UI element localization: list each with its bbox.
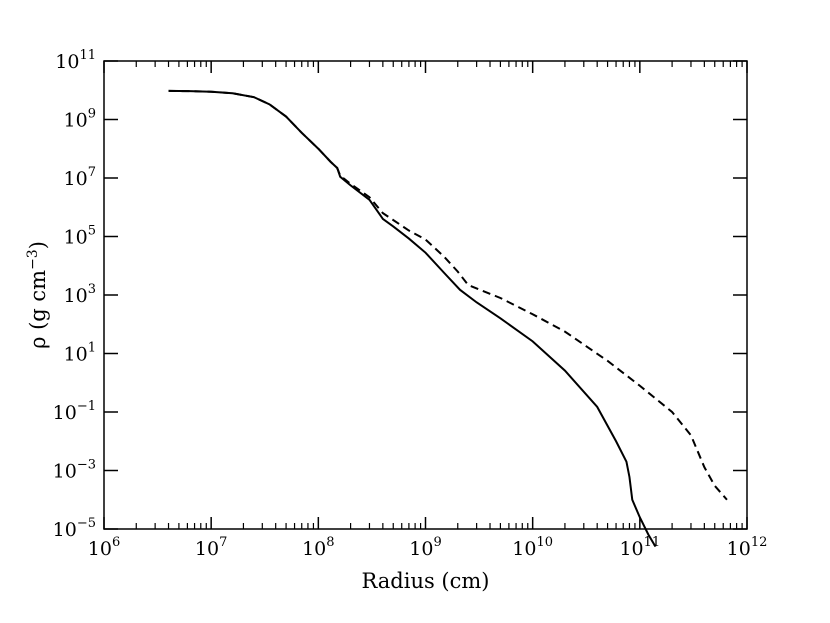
x-tick-label: 1011 bbox=[619, 535, 660, 560]
y-tick-label: 10−1 bbox=[53, 399, 96, 424]
x-tick-base: 10 bbox=[619, 538, 643, 560]
y-axis-label-close: ) bbox=[26, 241, 50, 249]
y-axis-label: ρ (g cm−3) bbox=[25, 241, 50, 349]
y-axis-label-main: ρ (g cm bbox=[26, 270, 50, 349]
tick-marks bbox=[103, 60, 748, 530]
y-tick-exponent: 9 bbox=[88, 107, 96, 122]
x-tick-exponent: 12 bbox=[751, 535, 768, 550]
x-tick-label: 107 bbox=[195, 535, 227, 560]
y-tick-base: 10 bbox=[64, 344, 88, 366]
x-tick-exponent: 10 bbox=[536, 535, 553, 550]
x-tick-base: 10 bbox=[88, 538, 112, 560]
x-tick-label: 108 bbox=[302, 535, 334, 560]
y-tick-base: 10 bbox=[64, 110, 88, 132]
x-tick-base: 10 bbox=[302, 538, 326, 560]
y-tick-label: 109 bbox=[64, 107, 96, 132]
y-tick-base: 10 bbox=[53, 402, 77, 424]
y-tick-exponent: 1 bbox=[88, 341, 96, 356]
y-tick-exponent: 11 bbox=[79, 48, 96, 63]
y-tick-label: 10−5 bbox=[53, 516, 96, 541]
x-tick-base: 10 bbox=[727, 538, 751, 560]
x-tick-base: 10 bbox=[409, 538, 433, 560]
y-tick-base: 10 bbox=[64, 168, 88, 190]
x-tick-base: 10 bbox=[195, 538, 219, 560]
y-tick-base: 10 bbox=[64, 227, 88, 249]
y-tick-exponent: −1 bbox=[77, 399, 96, 414]
series-line-solid bbox=[168, 89, 657, 548]
y-tick-base: 10 bbox=[55, 51, 79, 73]
x-tick-exponent: 9 bbox=[433, 535, 441, 550]
y-axis-label-exponent: −3 bbox=[25, 249, 41, 270]
y-tick-label: 103 bbox=[64, 282, 96, 307]
y-tick-exponent: 7 bbox=[88, 165, 96, 180]
series-layer bbox=[168, 89, 728, 548]
plot-frame bbox=[103, 60, 748, 530]
y-tick-label: 105 bbox=[64, 224, 96, 249]
x-tick-exponent: 11 bbox=[644, 535, 661, 550]
x-tick-exponent: 7 bbox=[219, 535, 227, 550]
x-tick-exponent: 8 bbox=[326, 535, 334, 550]
x-tick-label: 109 bbox=[409, 535, 441, 560]
y-tick-label: 1011 bbox=[55, 48, 96, 73]
y-tick-exponent: 3 bbox=[88, 282, 96, 297]
x-tick-exponent: 6 bbox=[112, 535, 120, 550]
series-line-dashed bbox=[168, 89, 728, 501]
y-tick-exponent: −3 bbox=[77, 458, 96, 473]
x-tick-label: 1012 bbox=[727, 535, 768, 560]
y-tick-base: 10 bbox=[53, 461, 77, 483]
x-axis-label: Radius (cm) bbox=[361, 569, 489, 593]
y-tick-base: 10 bbox=[53, 519, 77, 541]
y-tick-label: 10−3 bbox=[53, 458, 96, 483]
x-tick-labels: 106 107 108 109 1010 1011 1012 bbox=[88, 535, 768, 560]
y-tick-exponent: 5 bbox=[88, 224, 96, 239]
y-tick-label: 101 bbox=[64, 341, 96, 366]
x-tick-label: 106 bbox=[88, 535, 120, 560]
x-tick-label: 1010 bbox=[512, 535, 553, 560]
y-tick-base: 10 bbox=[64, 285, 88, 307]
y-tick-exponent: −5 bbox=[77, 516, 96, 531]
x-tick-base: 10 bbox=[512, 538, 536, 560]
y-tick-label: 107 bbox=[64, 165, 96, 190]
